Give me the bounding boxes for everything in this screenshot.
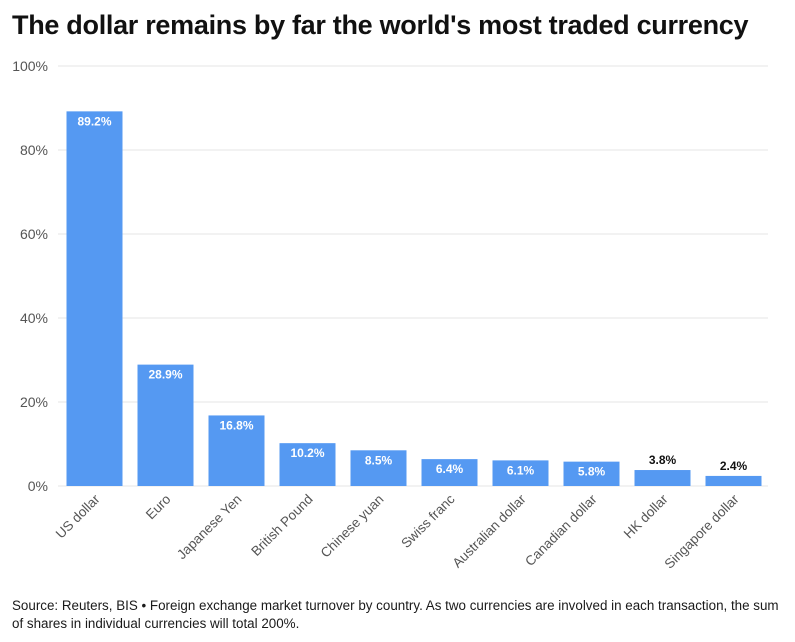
- bar: [208, 415, 265, 486]
- x-tick-label: British Pound: [248, 492, 315, 559]
- data-label: 6.4%: [436, 462, 464, 476]
- bar: [66, 111, 123, 487]
- data-label: 16.8%: [219, 418, 253, 432]
- data-label: 8.5%: [365, 453, 393, 467]
- data-label: 28.9%: [148, 368, 182, 382]
- bar: [634, 470, 691, 486]
- y-tick-label: 20%: [20, 394, 48, 410]
- y-tick-label: 80%: [20, 142, 48, 158]
- bar: [705, 475, 762, 486]
- data-label: 10.2%: [290, 446, 324, 460]
- y-tick-label: 100%: [12, 58, 48, 74]
- bar: [563, 461, 620, 486]
- y-tick-label: 0%: [28, 478, 48, 494]
- data-label: 6.1%: [507, 463, 535, 477]
- bar: [279, 443, 336, 486]
- bar: [350, 450, 407, 486]
- bar: [492, 460, 549, 486]
- bar: [137, 364, 194, 486]
- data-label: 3.8%: [649, 453, 677, 467]
- source-footnote: Source: Reuters, BIS • Foreign exchange …: [12, 598, 779, 631]
- x-tick-label: Australian dollar: [450, 491, 529, 570]
- y-tick-label: 40%: [20, 310, 48, 326]
- bar: [421, 459, 478, 486]
- x-tick-label: Singapore dollar: [661, 491, 741, 571]
- x-tick-label: HK dollar: [621, 491, 671, 541]
- chart-title: The dollar remains by far the world's mo…: [12, 10, 749, 40]
- x-tick-label: Swiss franc: [398, 491, 458, 551]
- x-tick-label: US dollar: [53, 491, 103, 541]
- data-label: 2.4%: [720, 459, 748, 473]
- data-label: 5.8%: [578, 465, 606, 479]
- x-tick-label: Euro: [143, 492, 174, 523]
- x-tick-label: Chinese yuan: [318, 492, 387, 561]
- x-tick-label: Canadian dollar: [522, 491, 600, 569]
- x-tick-label: Japanese Yen: [174, 492, 245, 563]
- data-label: 89.2%: [77, 114, 111, 128]
- y-tick-label: 60%: [20, 226, 48, 242]
